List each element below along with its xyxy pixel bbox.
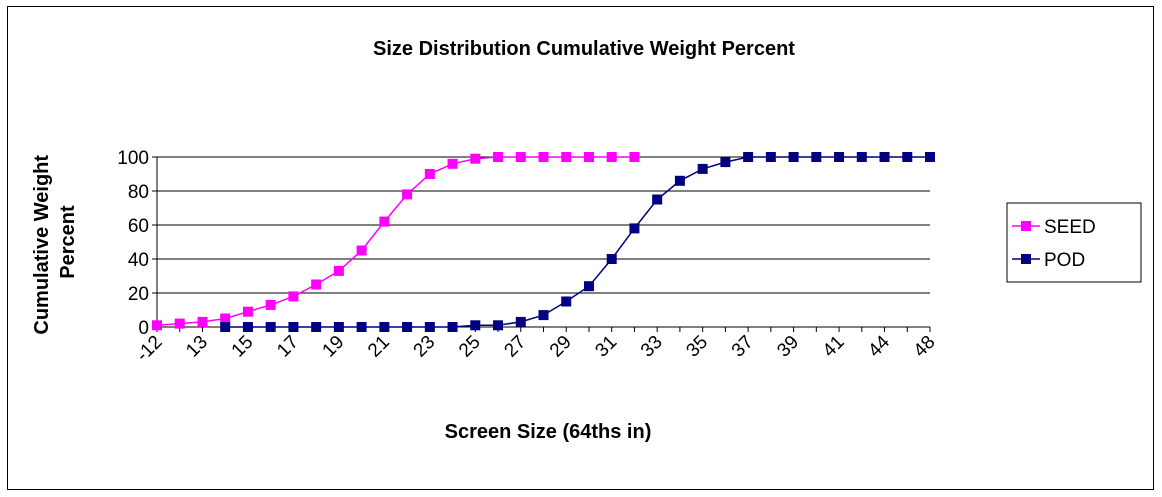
x-tick-label: 15: [228, 332, 258, 362]
data-point: [402, 322, 413, 332]
data-point: [220, 313, 231, 324]
x-tick-label: 17: [273, 332, 303, 362]
data-point: [538, 310, 549, 321]
series-line-seed: [156, 156, 635, 327]
data-point: [242, 306, 253, 317]
y-tick-label: 60: [128, 216, 149, 237]
data-point: [379, 216, 390, 227]
data-point: [493, 320, 504, 331]
data-point: [697, 163, 708, 174]
x-tick-label: -12: [132, 332, 166, 366]
data-point: [561, 296, 572, 307]
data-point: [606, 254, 617, 264]
data-point: [515, 316, 526, 327]
data-point: [152, 320, 162, 331]
y-axis-title: Cumulative Weight Percent: [31, 149, 79, 334]
data-point: [333, 265, 344, 276]
x-tick-label: 33: [637, 332, 667, 362]
data-point: [902, 152, 913, 162]
data-point: [493, 152, 504, 162]
data-point: [174, 318, 185, 329]
data-point: [720, 157, 731, 168]
data-point: [538, 152, 549, 162]
x-tick-label: 29: [546, 332, 576, 362]
x-tick-label: 21: [364, 332, 394, 362]
data-point: [561, 152, 572, 162]
series-line-pod: [225, 156, 930, 328]
data-point: [447, 322, 458, 332]
data-point: [743, 152, 754, 162]
data-point: [606, 152, 617, 162]
data-point: [265, 322, 276, 332]
legend-box: [1006, 202, 1142, 283]
data-point: [311, 279, 322, 290]
data-point: [447, 158, 458, 169]
data-point: [242, 322, 253, 332]
y-axis-title-line-1: Cumulative Weight: [31, 155, 53, 335]
x-tick-label: 19: [319, 332, 349, 362]
data-point: [856, 152, 867, 162]
data-point: [424, 169, 435, 179]
x-tick-label: 31: [591, 332, 621, 362]
legend: SEED POD: [1006, 202, 1142, 283]
data-point: [288, 291, 299, 302]
data-point: [515, 152, 526, 162]
y-tick-label: 20: [128, 284, 149, 305]
data-point: [379, 322, 390, 332]
legend-label-seed: SEED: [1044, 217, 1096, 238]
data-point: [652, 194, 663, 205]
data-point: [788, 152, 799, 162]
legend-marker-seed: [1021, 221, 1031, 231]
data-point: [402, 189, 413, 200]
data-point: [879, 152, 890, 162]
data-point: [197, 316, 208, 327]
data-point: [333, 322, 344, 332]
legend-marker-pod: [1021, 254, 1031, 264]
data-point: [356, 322, 367, 332]
series-seed: [152, 152, 640, 331]
data-point: [288, 322, 299, 332]
data-point: [674, 175, 685, 186]
series-pod: [220, 152, 935, 332]
data-point: [220, 322, 231, 332]
x-tick-label: 27: [501, 332, 531, 362]
x-tick-label: 35: [682, 332, 712, 362]
y-tick-labels: 0 20 40 60 80 100: [117, 148, 149, 339]
chart-frame: [7, 6, 1154, 490]
x-tick-label: 25: [455, 332, 485, 362]
y-axis-title-line-2: Percent: [57, 205, 79, 279]
x-tick-label: 48: [910, 332, 940, 362]
data-point: [834, 152, 845, 162]
y-tick-label: 100: [117, 148, 149, 169]
x-tick-labels: -12 13 15 17 19 21 23 25 27 29 31 33 35 37 39 41 44 48: [132, 327, 940, 366]
y-tick-label: 0: [138, 318, 149, 339]
x-tick-label: 41: [819, 332, 849, 362]
data-point: [311, 322, 322, 332]
data-point: [470, 153, 481, 164]
data-point: [765, 152, 776, 162]
chart-title: Size Distribution Cumulative Weight Perc…: [373, 38, 795, 60]
x-tick-label: 39: [773, 332, 803, 362]
x-tick-label: 23: [410, 332, 440, 362]
legend-label-pod: POD: [1044, 250, 1085, 271]
y-tick-label: 80: [128, 182, 149, 203]
x-tick-label: 44: [864, 331, 894, 361]
data-point: [811, 152, 822, 162]
data-point: [629, 223, 640, 234]
data-point: [583, 281, 594, 292]
data-point: [470, 320, 481, 331]
y-tick-label: 40: [128, 250, 149, 271]
data-point: [583, 152, 594, 162]
series-group: [152, 152, 935, 332]
x-axis-title: Screen Size (64ths in): [445, 421, 652, 443]
data-point: [925, 152, 935, 162]
x-tick-label: 13: [182, 332, 212, 362]
data-point: [629, 152, 640, 162]
x-tick-label: 37: [728, 332, 758, 362]
data-point: [356, 245, 367, 256]
data-point: [424, 322, 435, 332]
data-point: [265, 299, 276, 310]
